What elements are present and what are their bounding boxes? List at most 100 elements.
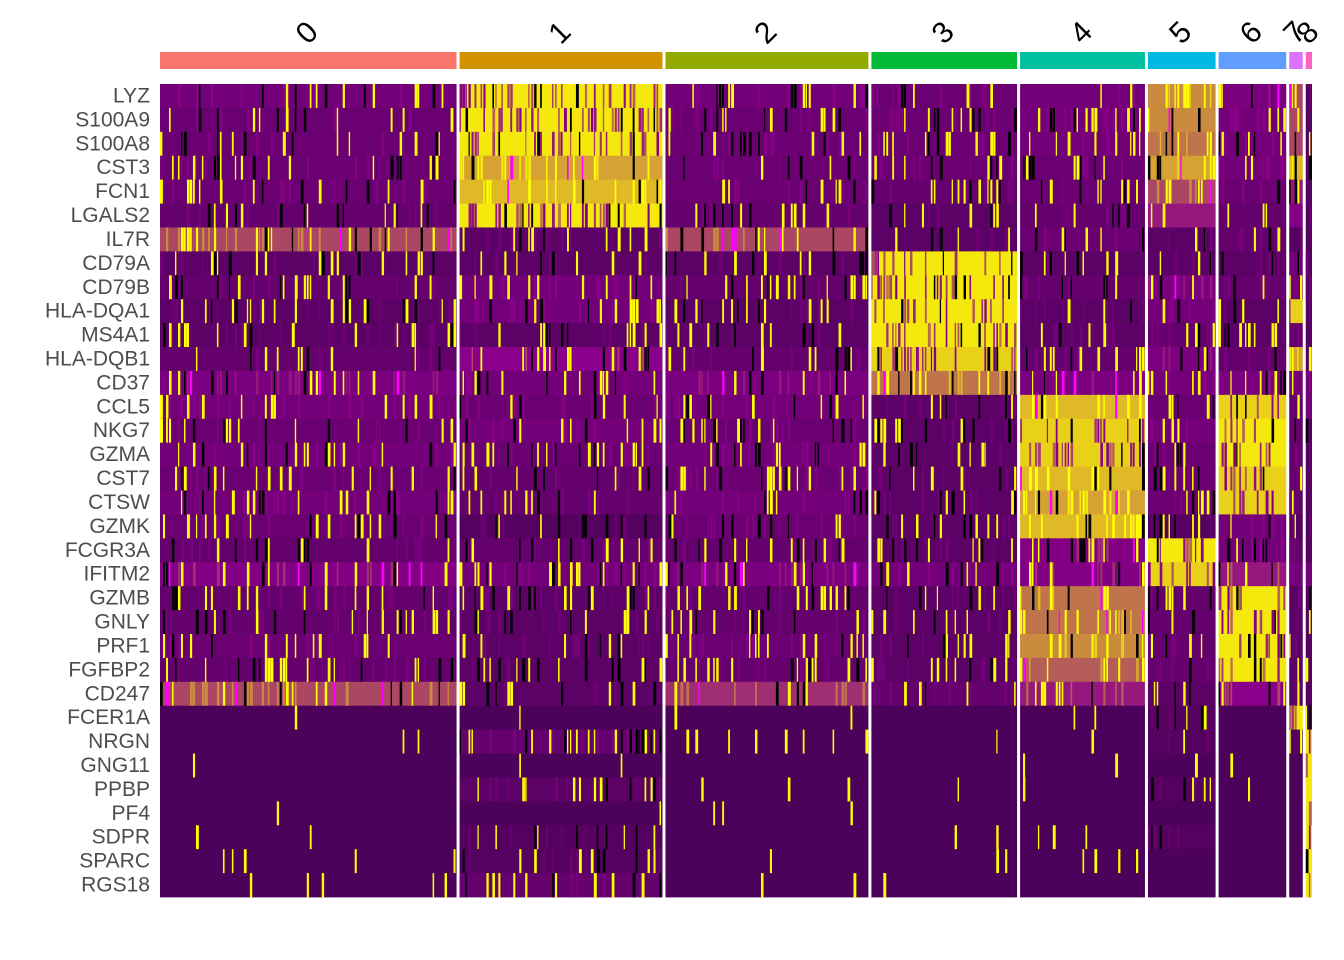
cell-stripe [264, 251, 268, 276]
cell-stripe [177, 562, 181, 587]
cell-stripe [528, 586, 531, 611]
cell-stripe [936, 586, 939, 611]
cell-stripe [763, 107, 766, 133]
cell-stripe [1174, 681, 1176, 707]
cell-stripe [960, 370, 963, 396]
cell-stripe [1049, 490, 1053, 515]
cell-stripe [240, 203, 244, 228]
cell-stripe [954, 251, 958, 276]
cell-stripe [793, 610, 796, 635]
cell-stripe [1133, 514, 1135, 539]
cell-stripe [477, 657, 480, 683]
cell-stripe [1020, 657, 1023, 683]
cell-stripe [999, 251, 1001, 276]
cell-stripe [1136, 514, 1139, 539]
cell-stripe [811, 323, 815, 348]
cell-stripe [1141, 514, 1145, 539]
heatmap-cell-S100A9-cluster-4 [1020, 107, 1145, 133]
cell-stripe [513, 299, 516, 324]
cell-stripe [635, 849, 638, 874]
cell-stripe [898, 107, 900, 133]
cell-stripe [910, 442, 913, 467]
heatmap-cell-SDPR-cluster-3 [871, 825, 1018, 850]
cell-stripe [1043, 347, 1046, 372]
cell-stripe [552, 84, 554, 109]
cell-stripe [1150, 633, 1153, 659]
cell-stripe [234, 323, 237, 348]
heatmap-cell-CST3-cluster-2 [665, 155, 869, 181]
cell-stripe [525, 347, 528, 372]
cell-stripe [1274, 370, 1278, 396]
cell-stripe [318, 347, 321, 372]
cell-stripe [357, 251, 361, 276]
cell-stripe [339, 490, 343, 515]
cell-stripe [246, 203, 250, 228]
cell-stripe [620, 131, 623, 157]
cell-stripe [258, 610, 261, 635]
cell-stripe [710, 203, 713, 228]
gene-label-IFITM2: IFITM2 [84, 563, 151, 586]
cell-stripe [796, 538, 800, 563]
cell-stripe [698, 370, 702, 396]
cell-stripe [1121, 107, 1124, 133]
cell-stripe [796, 227, 799, 252]
cell-stripe [1189, 538, 1193, 563]
cell-stripe [957, 323, 960, 348]
cell-stripe [889, 466, 891, 491]
cell-stripe [904, 203, 906, 228]
cell-stripe [162, 179, 165, 204]
cell-stripe [930, 179, 933, 204]
cell-stripe [945, 275, 948, 300]
cell-stripe [915, 347, 919, 372]
cell-stripe [195, 84, 199, 109]
cell-stripe [1097, 179, 1099, 204]
cell-stripe [611, 299, 614, 324]
cell-stripe [1055, 131, 1058, 157]
cell-stripe [300, 586, 304, 611]
cell-stripe [933, 681, 936, 707]
cell-stripe [486, 562, 488, 587]
cell-stripe [1212, 394, 1215, 420]
cell-stripe [1177, 299, 1181, 324]
cell-stripe [483, 586, 486, 611]
cell-stripe [174, 275, 178, 300]
cell-stripe [1037, 538, 1040, 563]
cell-stripe [1253, 610, 1257, 635]
cell-stripe [1097, 538, 1101, 563]
cell-stripe [303, 370, 307, 396]
cell-stripe [555, 466, 557, 491]
cell-stripe [390, 466, 393, 491]
cell-stripe [513, 418, 516, 444]
cell-stripe [378, 155, 380, 181]
cell-stripe [1253, 538, 1256, 563]
cell-stripe [414, 538, 418, 563]
cell-stripe [913, 370, 915, 396]
heatmap-cell-SDPR-cluster-4 [1020, 825, 1145, 850]
cell-stripe [1265, 203, 1268, 228]
cell-stripe [216, 394, 220, 420]
cell-stripe [243, 323, 247, 348]
cell-stripe [1197, 107, 1201, 133]
cell-stripe [1067, 299, 1071, 324]
cell-stripe [183, 370, 186, 396]
cell-stripe [1239, 227, 1243, 252]
cell-stripe [790, 299, 793, 324]
cell-stripe [1136, 657, 1139, 683]
heatmap-cell-SPARC-cluster-2 [665, 849, 869, 874]
cell-stripe [531, 729, 533, 754]
cell-stripe [904, 155, 906, 181]
cell-stripe [504, 155, 507, 181]
cell-stripe [734, 370, 737, 396]
cell-stripe [417, 299, 420, 324]
cell-stripe [734, 227, 737, 252]
cell-stripe [763, 227, 766, 252]
cell-stripe [459, 394, 462, 420]
cell-stripe [781, 418, 784, 444]
cell-stripe [516, 466, 518, 491]
cell-stripe [865, 84, 868, 109]
cell-stripe [653, 681, 657, 707]
heatmap-cell-NRGN-cluster-7 [1289, 729, 1303, 754]
cell-stripe [716, 418, 718, 444]
cell-stripe [877, 418, 880, 444]
cell-stripe [895, 586, 898, 611]
